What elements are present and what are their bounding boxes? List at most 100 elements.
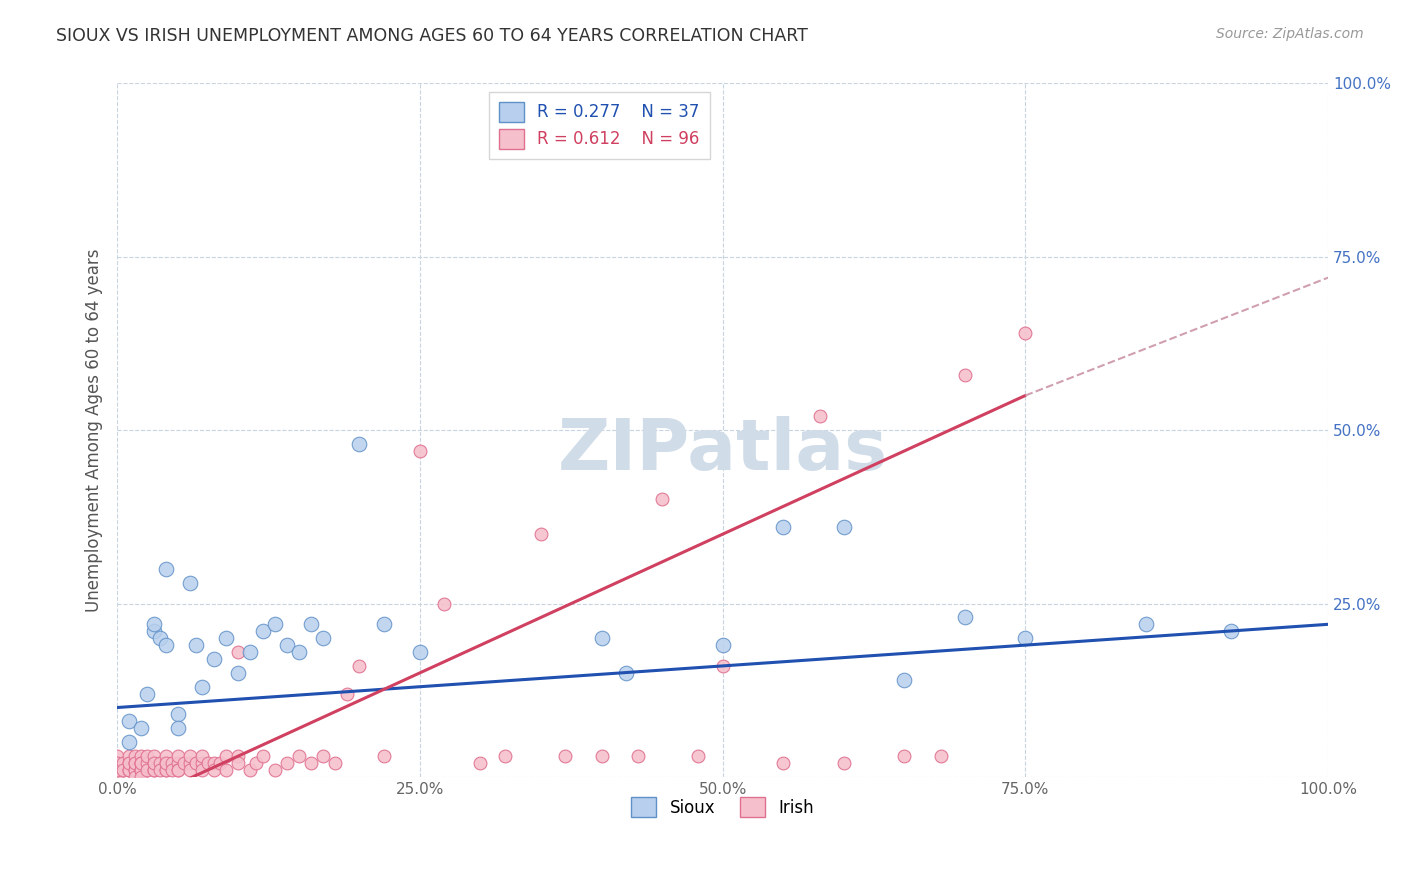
Point (155, 763, 177, 777)
Point (1135, 617, 1157, 632)
Point (131, 749, 153, 764)
Point (131, 763, 153, 777)
Point (202, 763, 225, 777)
Point (105, 763, 128, 777)
Point (832, 520, 855, 534)
Point (215, 763, 238, 777)
Point (191, 756, 214, 770)
Point (166, 756, 188, 770)
Point (711, 638, 734, 652)
Point (124, 749, 146, 764)
Point (155, 638, 177, 652)
Point (263, 617, 285, 632)
Point (226, 645, 249, 659)
Point (148, 756, 170, 770)
Point (142, 763, 165, 777)
Point (191, 763, 214, 777)
Point (409, 444, 432, 458)
Point (288, 749, 311, 764)
Point (142, 756, 165, 770)
Point (124, 763, 146, 777)
Point (184, 756, 207, 770)
Point (118, 756, 141, 770)
Point (252, 624, 274, 639)
Point (105, 770, 128, 784)
Legend: Sioux, Irish: Sioux, Irish (624, 790, 821, 824)
Point (166, 749, 188, 764)
Point (349, 437, 371, 451)
Point (131, 756, 153, 770)
Point (688, 749, 710, 764)
Point (191, 749, 214, 764)
Point (155, 562, 177, 576)
Point (118, 749, 141, 764)
Point (142, 756, 165, 770)
Point (148, 763, 170, 777)
Point (1014, 631, 1036, 645)
Point (312, 631, 335, 645)
Point (191, 680, 214, 694)
Text: SIOUX VS IRISH UNEMPLOYMENT AMONG AGES 60 TO 64 YEARS CORRELATION CHART: SIOUX VS IRISH UNEMPLOYMENT AMONG AGES 6… (56, 27, 808, 45)
Point (105, 763, 128, 777)
Point (349, 659, 371, 673)
Point (808, 409, 831, 424)
Point (124, 756, 146, 770)
Point (252, 749, 274, 764)
Point (202, 652, 225, 666)
Point (239, 763, 262, 777)
Point (112, 756, 135, 770)
Point (215, 631, 238, 645)
Point (131, 756, 153, 770)
Point (166, 707, 188, 722)
Point (142, 749, 165, 764)
Point (209, 756, 232, 770)
Point (288, 645, 311, 659)
Point (131, 722, 153, 736)
Point (148, 631, 170, 645)
Point (433, 597, 456, 611)
Text: Source: ZipAtlas.com: Source: ZipAtlas.com (1216, 27, 1364, 41)
Point (142, 763, 165, 777)
Point (276, 638, 298, 652)
Point (530, 527, 553, 541)
Point (118, 714, 141, 729)
Point (772, 756, 794, 770)
Point (155, 749, 177, 764)
Point (226, 756, 249, 770)
Point (136, 749, 159, 764)
Point (832, 756, 855, 770)
Point (112, 763, 135, 777)
Point (136, 756, 159, 770)
Point (142, 617, 165, 632)
Point (131, 763, 153, 777)
Text: ZIPatlas: ZIPatlas (558, 417, 887, 485)
Point (105, 756, 128, 770)
Point (373, 749, 395, 764)
Point (215, 749, 238, 764)
Point (173, 756, 195, 770)
Point (893, 673, 915, 687)
Point (118, 756, 141, 770)
Point (614, 665, 637, 680)
Point (929, 749, 952, 764)
Point (554, 749, 576, 764)
Point (155, 756, 177, 770)
Point (651, 492, 673, 507)
Point (263, 763, 285, 777)
Point (299, 756, 322, 770)
Point (179, 763, 201, 777)
Point (155, 756, 177, 770)
Point (179, 756, 201, 770)
Point (124, 770, 146, 784)
Point (226, 749, 249, 764)
Point (105, 749, 128, 764)
Point (470, 756, 492, 770)
Point (893, 749, 915, 764)
Point (118, 763, 141, 777)
Point (124, 763, 146, 777)
Point (131, 763, 153, 777)
Point (373, 617, 395, 632)
Point (1220, 624, 1243, 639)
Point (772, 520, 794, 534)
Point (591, 631, 613, 645)
